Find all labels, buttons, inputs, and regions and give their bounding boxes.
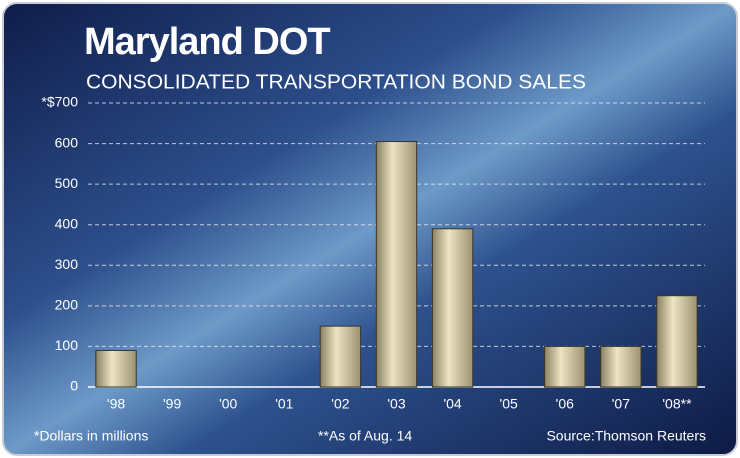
y-tick-label: *$700: [41, 94, 78, 110]
source: Source:Thomson Reuters: [546, 428, 706, 444]
x-tick-label: '05: [500, 396, 518, 412]
chart-title: Maryland DOT: [84, 21, 330, 63]
bar: [431, 228, 474, 388]
y-tick-label: 200: [55, 297, 79, 313]
y-tick-label: 500: [55, 175, 79, 191]
bar: [600, 345, 642, 388]
x-tick-label: '01: [275, 396, 293, 412]
bar: [656, 295, 698, 388]
x-tick-label: '06: [556, 396, 574, 412]
y-tick-label: 0: [70, 378, 78, 394]
x-tick-label: '99: [163, 396, 181, 412]
footnote: **As of Aug. 14: [318, 428, 412, 444]
bar: [319, 325, 362, 388]
x-tick-label: '98: [107, 396, 125, 412]
bar: [375, 141, 418, 388]
chart-subtitle: CONSOLIDATED TRANSPORTATION BOND SALES: [86, 71, 586, 93]
y-tick-label: 300: [55, 256, 79, 272]
x-tick-label: '03: [387, 396, 405, 412]
y-tick-label: 100: [55, 337, 79, 353]
x-tick-label: '00: [219, 396, 237, 412]
bar: [544, 345, 586, 388]
y-tick-label: 600: [55, 134, 79, 150]
y-tick-label: 400: [55, 215, 79, 231]
x-tick-label: '04: [443, 396, 461, 412]
x-tick-label: '08**: [662, 396, 692, 412]
footnote: *Dollars in millions: [34, 428, 148, 444]
bar: [95, 349, 137, 388]
x-tick-label: '02: [331, 396, 349, 412]
x-tick-label: '07: [612, 396, 630, 412]
